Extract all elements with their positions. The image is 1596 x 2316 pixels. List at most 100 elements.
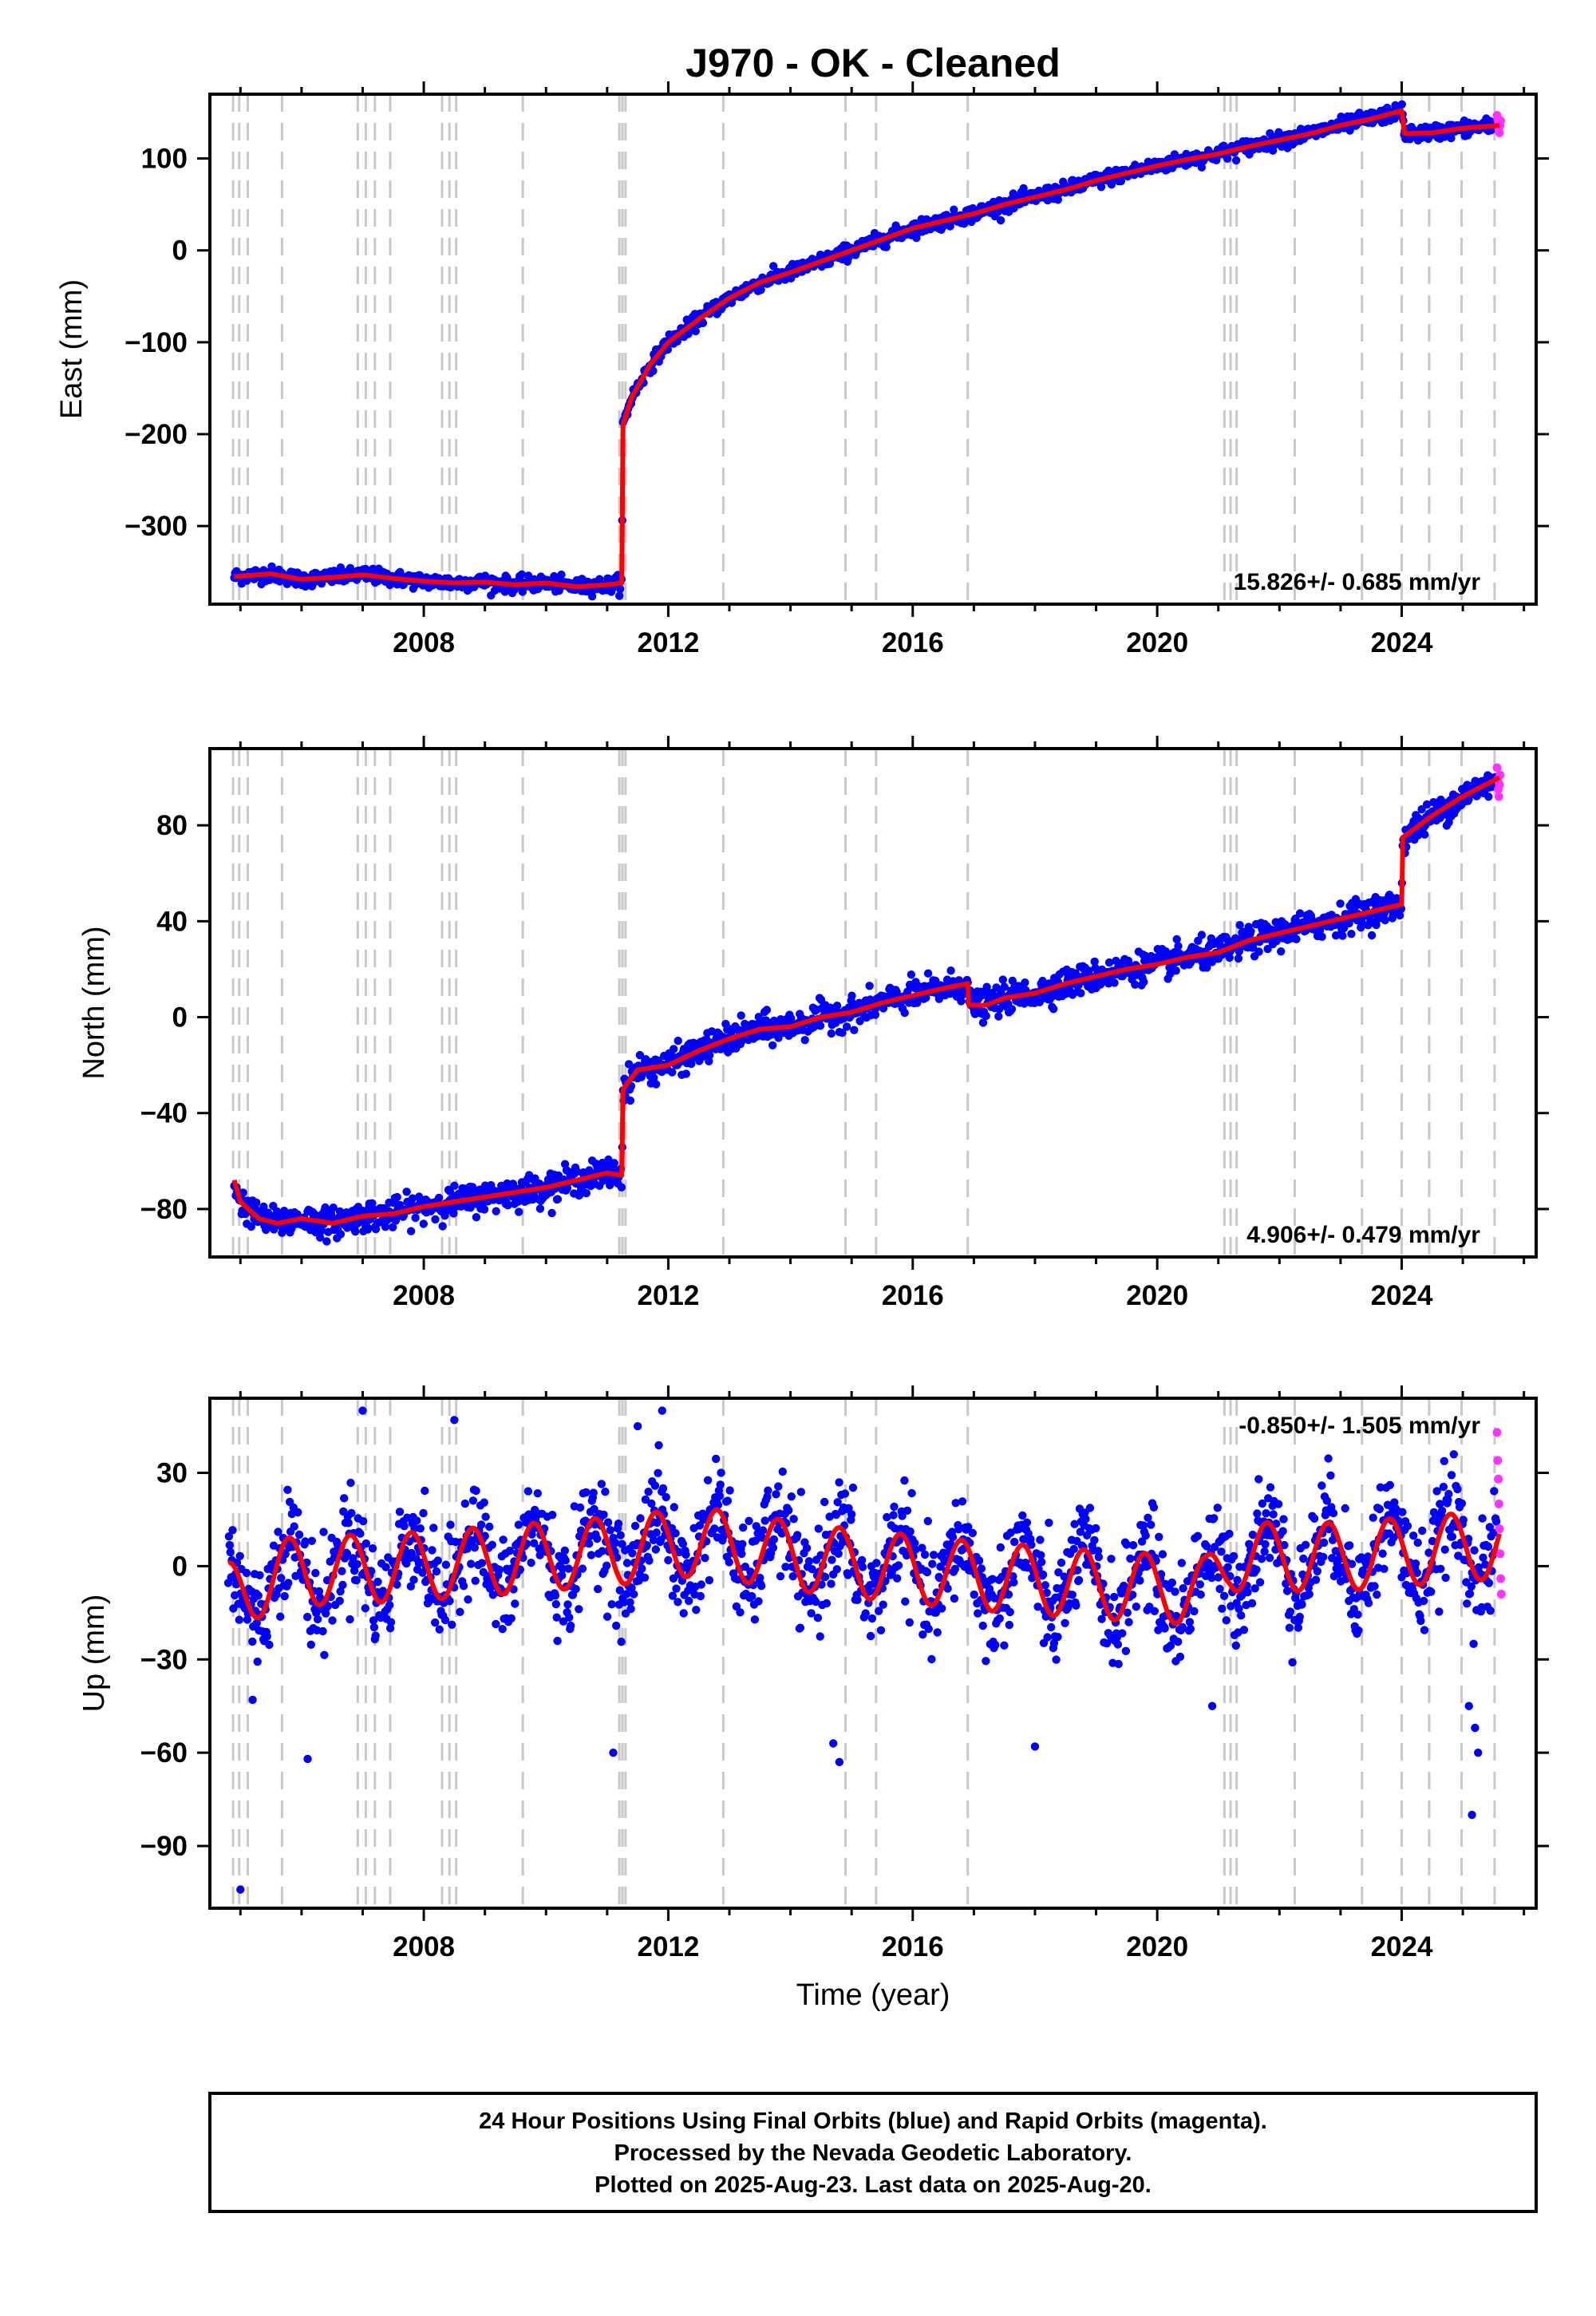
final-point: [1076, 1528, 1085, 1536]
y-tick-label: 0: [172, 1002, 188, 1034]
final-point: [1484, 792, 1493, 801]
final-point: [697, 1580, 705, 1589]
final-point: [642, 1541, 651, 1550]
final-point: [617, 1638, 626, 1646]
final-point: [1277, 947, 1286, 956]
final-point: [1036, 1535, 1045, 1544]
final-point: [725, 1558, 733, 1567]
final-point: [757, 286, 765, 294]
final-point: [758, 1526, 768, 1535]
final-point: [1225, 953, 1235, 962]
final-point: [511, 1599, 519, 1608]
final-point: [602, 1612, 612, 1621]
final-point: [1395, 911, 1404, 920]
final-point: [876, 1626, 886, 1634]
final-point: [922, 1567, 932, 1577]
final-point: [793, 1531, 802, 1539]
final-point: [1118, 1629, 1127, 1638]
final-point: [681, 1069, 690, 1078]
final-point: [1124, 1618, 1133, 1626]
final-point: [737, 1549, 746, 1559]
final-point: [431, 1618, 440, 1627]
final-point: [381, 1223, 390, 1231]
final-point: [361, 1604, 369, 1613]
final-point: [1185, 1618, 1195, 1626]
final-point: [630, 1590, 638, 1599]
final-point: [590, 1504, 598, 1514]
final-point: [369, 1622, 379, 1632]
final-point: [814, 1524, 823, 1533]
final-point: [571, 1584, 580, 1594]
final-point: [1141, 1531, 1150, 1540]
y-tick-label: 80: [156, 810, 188, 841]
east-rate-label: 15.826+/- 0.685 mm/yr: [1234, 569, 1481, 595]
final-point: [371, 1631, 380, 1640]
final-point: [1090, 957, 1099, 966]
final-point: [472, 1213, 481, 1222]
final-point: [763, 1492, 772, 1501]
final-point: [294, 1508, 302, 1517]
final-point: [752, 1522, 760, 1531]
final-point: [575, 1503, 585, 1512]
final-point: [408, 1194, 417, 1203]
final-point: [507, 1614, 516, 1623]
final-point: [894, 1561, 903, 1570]
final-point: [652, 1528, 661, 1537]
final-point: [1007, 1005, 1017, 1014]
final-point: [1447, 133, 1456, 143]
rapid-point: [1492, 763, 1502, 773]
final-point: [1263, 944, 1272, 954]
final-point: [585, 1539, 594, 1548]
final-point: [284, 1579, 293, 1587]
final-point: [320, 1650, 329, 1659]
final-point: [882, 243, 891, 251]
final-point: [1000, 982, 1009, 991]
y-tick-label: −80: [140, 1194, 188, 1225]
final-point: [349, 1554, 358, 1563]
final-point: [827, 1579, 836, 1588]
y-tick-label: −200: [124, 419, 188, 450]
final-point: [1049, 1005, 1058, 1014]
final-point: [1347, 930, 1356, 939]
final-point: [1231, 156, 1241, 165]
final-point: [994, 1012, 1003, 1021]
final-point: [336, 1587, 345, 1596]
final-point: [840, 1489, 850, 1498]
final-point: [804, 1557, 814, 1566]
final-point: [654, 1441, 663, 1450]
final-point: [858, 1563, 867, 1571]
final-point: [757, 1582, 766, 1591]
final-point: [628, 1549, 637, 1558]
final-point: [950, 1564, 960, 1574]
final-point: [923, 969, 933, 978]
final-point: [575, 1605, 583, 1614]
final-point: [644, 1488, 653, 1496]
final-point: [1041, 1581, 1050, 1590]
final-point: [317, 1226, 326, 1235]
final-point: [974, 1556, 984, 1565]
final-point: [723, 1496, 733, 1505]
east-frame: [208, 93, 1538, 606]
final-point: [499, 1535, 508, 1544]
final-point: [812, 1597, 820, 1607]
final-point: [781, 1563, 790, 1571]
final-point: [558, 1571, 567, 1580]
final-point: [923, 1516, 933, 1526]
final-point: [996, 215, 1005, 225]
final-point: [594, 1584, 602, 1594]
final-point: [685, 1596, 693, 1606]
final-point: [1094, 1552, 1104, 1562]
final-point: [599, 1510, 608, 1520]
final-point: [279, 1207, 289, 1215]
final-point: [242, 1568, 251, 1578]
final-point: [835, 1478, 843, 1487]
final-point: [684, 330, 693, 338]
final-point: [419, 1219, 428, 1228]
final-point: [1114, 1659, 1123, 1669]
final-point: [1160, 1624, 1169, 1633]
final-point: [557, 570, 566, 579]
final-point: [1023, 1563, 1033, 1572]
final-point: [1234, 954, 1243, 963]
y-tick-label: −300: [124, 511, 188, 542]
final-point: [281, 1550, 290, 1559]
